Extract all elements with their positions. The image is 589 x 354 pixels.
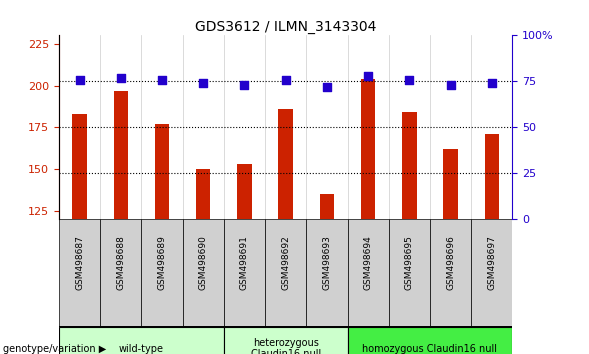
Point xyxy=(405,77,414,82)
Text: GSM498691: GSM498691 xyxy=(240,235,249,290)
Text: GSM498688: GSM498688 xyxy=(116,235,125,290)
Point xyxy=(322,84,332,90)
Bar xyxy=(402,112,416,219)
Text: GSM498687: GSM498687 xyxy=(75,235,84,290)
Bar xyxy=(155,124,169,219)
Point xyxy=(487,80,497,86)
Bar xyxy=(471,219,512,326)
Bar xyxy=(114,91,128,219)
Bar xyxy=(224,327,348,354)
Text: GSM498690: GSM498690 xyxy=(198,235,208,290)
Point xyxy=(363,73,373,79)
Point xyxy=(281,77,290,82)
Bar xyxy=(237,164,252,219)
Bar xyxy=(279,109,293,219)
Bar xyxy=(485,134,499,219)
Text: GSM498697: GSM498697 xyxy=(487,235,497,290)
Title: GDS3612 / ILMN_3143304: GDS3612 / ILMN_3143304 xyxy=(195,21,376,34)
Bar xyxy=(265,219,306,326)
Text: GSM498696: GSM498696 xyxy=(446,235,455,290)
Bar xyxy=(430,219,471,326)
Bar xyxy=(59,219,100,326)
Bar xyxy=(72,114,87,219)
Bar xyxy=(348,327,512,354)
Bar xyxy=(306,219,348,326)
Bar xyxy=(224,219,265,326)
Text: genotype/variation ▶: genotype/variation ▶ xyxy=(3,344,106,354)
Bar xyxy=(141,219,183,326)
Bar xyxy=(361,79,375,219)
Text: heterozygous
Claudin16 null: heterozygous Claudin16 null xyxy=(250,338,321,354)
Bar xyxy=(183,219,224,326)
Bar xyxy=(320,194,334,219)
Point xyxy=(446,82,455,88)
Bar xyxy=(196,169,210,219)
Bar xyxy=(348,219,389,326)
Text: GSM498694: GSM498694 xyxy=(363,235,373,290)
Text: homozygous Claudin16 null: homozygous Claudin16 null xyxy=(362,344,498,354)
Point xyxy=(75,77,84,82)
Text: GSM498692: GSM498692 xyxy=(281,235,290,290)
Bar xyxy=(444,149,458,219)
Text: GSM498695: GSM498695 xyxy=(405,235,414,290)
Text: wild-type: wild-type xyxy=(119,344,164,354)
Point xyxy=(116,75,125,81)
Bar xyxy=(59,327,224,354)
Bar xyxy=(100,219,141,326)
Text: GSM498693: GSM498693 xyxy=(322,235,332,290)
Text: GSM498689: GSM498689 xyxy=(157,235,167,290)
Bar xyxy=(389,219,430,326)
Point xyxy=(240,82,249,88)
Point xyxy=(198,80,208,86)
Point xyxy=(157,77,167,82)
